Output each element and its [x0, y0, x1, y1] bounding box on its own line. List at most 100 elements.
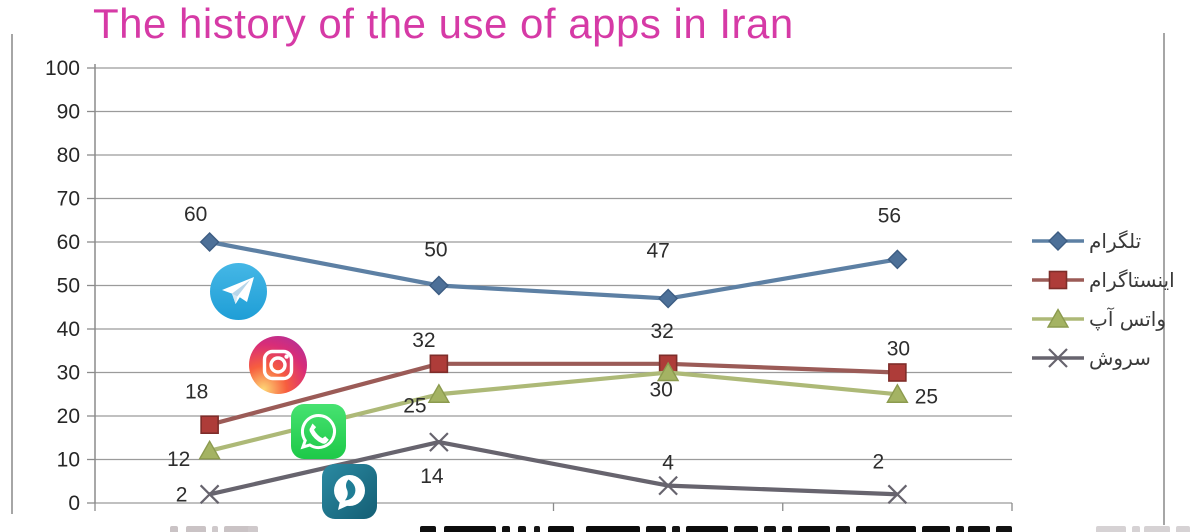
y-tick-label: 20 [57, 405, 80, 428]
cutoff-text-fragment [586, 526, 640, 532]
chart-legend: تلگرام اینستاگرام واتس آپ سروش [1032, 227, 1175, 371]
y-tick-label: 80 [57, 144, 80, 167]
marker-x [199, 484, 220, 505]
cutoff-text-fragment [1132, 526, 1140, 532]
cutoff-text-fragment [444, 526, 496, 532]
marker-x [658, 475, 678, 496]
data-label: 25 [915, 385, 938, 408]
cutoff-text-fragment [186, 526, 206, 532]
cutoff-text-fragment [1176, 526, 1190, 532]
cutoff-text-fragment [534, 526, 540, 532]
marker-x [887, 484, 908, 505]
series-soroush: 2 14 4 2 [176, 432, 908, 506]
y-tick-label: 40 [57, 318, 80, 341]
legend-item-soroush: سروش [1032, 344, 1175, 371]
marker-triangle [1046, 307, 1070, 328]
cutoff-text-fragment [782, 526, 792, 532]
cutoff-text-fragment [518, 526, 526, 532]
cutoff-text-fragment [646, 526, 666, 532]
series-line-instagram [209, 361, 898, 427]
legend-marker-soroush [1032, 347, 1084, 368]
legend-item-instagram: اینستاگرام [1032, 266, 1175, 293]
data-label: 12 [167, 448, 190, 471]
data-label: 60 [184, 203, 207, 226]
y-tick-label: 60 [57, 231, 80, 254]
cutoff-text-fragment [836, 526, 850, 532]
series-telegram: 60 50 47 56 [184, 203, 908, 309]
instagram-icon [249, 336, 307, 394]
marker-triangle [427, 383, 451, 403]
data-label: 32 [650, 320, 673, 343]
cutoff-text-fragment [420, 526, 436, 532]
marker-diamond [887, 249, 908, 270]
data-label: 2 [176, 483, 188, 506]
soroush-icon [322, 464, 377, 519]
cutoff-text-fragment [686, 526, 728, 532]
data-label: 50 [424, 239, 447, 262]
cutoff-text-fragment [224, 526, 254, 532]
y-tick-label: 70 [57, 188, 80, 211]
cutoff-text-fragment [922, 526, 950, 532]
y-tick-label: 10 [57, 449, 80, 472]
marker-triangle [656, 361, 680, 382]
cutoff-text-fragment [856, 526, 916, 532]
cutoff-text-fragment [212, 526, 218, 532]
marker-x [1048, 347, 1068, 368]
cutoff-text-fragment [798, 526, 830, 532]
legend-label-soroush: سروش [1089, 345, 1151, 370]
cutoff-text-fragment [1144, 526, 1170, 532]
marker-diamond [658, 288, 679, 309]
legend-label-instagram: اینستاگرام [1089, 267, 1175, 292]
data-label: 2 [873, 450, 885, 473]
cutoff-text-fragment [672, 526, 680, 532]
marker-square [888, 363, 907, 382]
legend-label-telegram: تلگرام [1089, 228, 1142, 253]
series-instagram: 18 32 32 30 [185, 320, 910, 435]
y-tick-label: 100 [45, 57, 80, 80]
marker-diamond [428, 275, 449, 296]
frame-left-border [11, 34, 13, 514]
data-label: 14 [420, 465, 444, 488]
data-label: 18 [185, 381, 208, 404]
cutoff-text-fragment [502, 526, 510, 532]
legend-marker-telegram [1032, 230, 1084, 251]
marker-x [429, 432, 449, 452]
telegram-icon [210, 263, 267, 320]
cutoff-text-fragment [764, 526, 776, 532]
cutoff-text-fragment [1096, 526, 1126, 532]
legend-item-telegram: تلگرام [1032, 227, 1175, 254]
series-line-telegram [209, 239, 898, 301]
marker-diamond [1048, 230, 1068, 251]
cutoff-text-fragment [968, 526, 990, 532]
y-tick-label: 0 [68, 492, 80, 515]
data-label: 30 [887, 338, 910, 361]
data-label: 25 [403, 394, 426, 417]
chart-title: The history of the use of apps in Iran [93, 0, 794, 47]
cutoff-text-fragment [548, 526, 574, 532]
y-tick-label: 50 [57, 275, 80, 298]
data-label: 4 [662, 452, 674, 475]
frame-right-border [1163, 33, 1165, 525]
cutoff-text-fragment [734, 526, 758, 532]
marker-triangle [198, 439, 221, 460]
cutoff-text-fragment [956, 526, 964, 532]
marker-diamond [199, 232, 220, 252]
legend-marker-instagram [1032, 270, 1084, 289]
data-label: 56 [878, 204, 901, 227]
cutoff-text-fragment [170, 526, 178, 532]
data-label: 47 [646, 240, 669, 263]
y-tick-label: 30 [57, 362, 80, 385]
marker-square [429, 354, 449, 374]
legend-label-whatsapp: واتس آپ [1089, 306, 1167, 331]
data-label: 30 [649, 379, 672, 402]
data-label: 32 [412, 329, 435, 352]
y-tick-label: 90 [57, 101, 80, 124]
series-line-soroush [209, 440, 898, 497]
legend-marker-whatsapp [1032, 307, 1084, 328]
marker-square [200, 415, 219, 435]
cutoff-text-fragment [248, 526, 258, 532]
legend-item-whatsapp: واتس آپ [1032, 305, 1175, 332]
marker-square [1048, 270, 1068, 289]
